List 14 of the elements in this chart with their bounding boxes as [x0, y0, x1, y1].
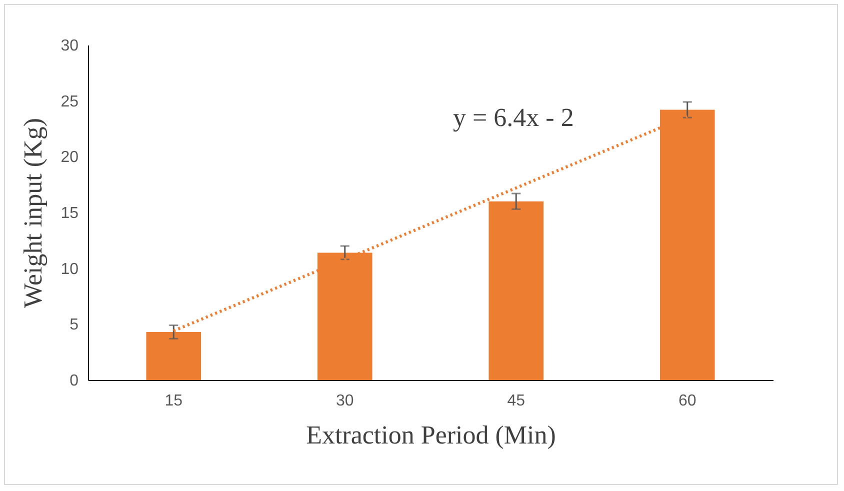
- x-tick-label: 45: [507, 392, 526, 410]
- x-tick-label: 60: [678, 392, 696, 410]
- y-tick-label: 0: [70, 372, 79, 390]
- y-tick-label: 5: [70, 316, 79, 334]
- y-tick-label: 20: [60, 149, 79, 166]
- y-tick-label: 10: [60, 260, 79, 278]
- y-tick-label: 25: [60, 93, 79, 110]
- annotation: y = 6.4x - 2: [453, 103, 574, 132]
- y-tick-label: 30: [60, 38, 79, 54]
- x-tick-label: 15: [164, 392, 183, 410]
- x-tick-label: 30: [336, 392, 354, 410]
- x-axis-title: Extraction Period (Min): [306, 420, 556, 450]
- y-tick-label: 15: [60, 205, 79, 222]
- y-axis-title: Weight input (Kg): [18, 118, 48, 308]
